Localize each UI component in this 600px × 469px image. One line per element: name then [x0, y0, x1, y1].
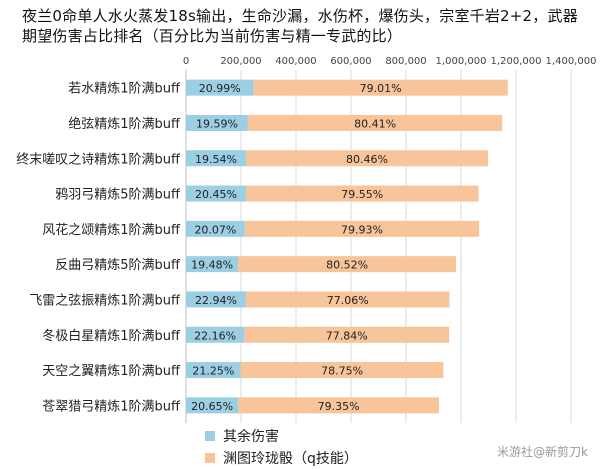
watermark: 米游社@新剪刀k	[497, 445, 588, 459]
data-label-skill: 80.41%	[354, 117, 396, 130]
bar-segment-skill	[244, 326, 450, 343]
bar-segment-other	[186, 291, 246, 308]
legend-swatch-other	[205, 431, 215, 441]
data-label-other: 22.94%	[195, 294, 237, 307]
bar-segment-other	[186, 326, 245, 343]
legend-item-other: 其余伤害	[205, 425, 358, 447]
legend-label-skill: 渊图玲珑骰（q技能）	[223, 451, 358, 467]
data-label-skill: 80.46%	[346, 153, 388, 166]
category-label: 苍翠猎弓精炼1阶满buff	[42, 399, 181, 414]
data-label-skill: 79.35%	[318, 400, 360, 413]
category-label: 反曲弓精炼5阶满buff	[55, 258, 181, 273]
category-label: 绝弦精炼1阶满buff	[68, 116, 181, 132]
x-tick-label: 0	[183, 56, 189, 67]
legend-swatch-skill	[205, 453, 215, 463]
data-label-skill: 80.52%	[326, 259, 368, 272]
data-label-skill: 79.55%	[341, 188, 383, 201]
category-label: 飞雷之弦振精炼1阶满buff	[29, 292, 181, 308]
bar-segment-skill	[245, 185, 479, 202]
bar-segment-skill	[253, 79, 508, 96]
legend-item-skill: 渊图玲珑骰（q技能）	[205, 447, 358, 469]
x-tick-label: 400,000	[275, 56, 316, 67]
data-label-other: 21.25%	[192, 365, 234, 378]
category-label: 风花之颂精炼1阶满buff	[42, 222, 181, 238]
bar-segment-other	[186, 150, 246, 167]
bar-segment-other	[186, 362, 241, 379]
x-tick-label: 600,000	[330, 56, 371, 67]
x-tick-label: 800,000	[385, 56, 426, 67]
data-label-other: 20.65%	[191, 400, 233, 413]
data-label-other: 20.07%	[194, 223, 236, 236]
x-tick-label: 1,000,000	[436, 56, 487, 67]
legend: 其余伤害 渊图玲珑骰（q技能）	[205, 425, 358, 469]
bar-segment-other	[186, 256, 239, 273]
data-label-skill: 79.93%	[341, 223, 383, 236]
data-label-skill: 77.84%	[326, 329, 368, 342]
category-label: 鸦羽弓精炼5阶满buff	[55, 187, 181, 203]
data-label-other: 20.45%	[195, 188, 237, 201]
category-label: 若水精炼1阶满buff	[68, 81, 181, 97]
bar-segment-skill	[247, 114, 503, 131]
bar-segment-skill	[238, 397, 439, 414]
category-label: 天空之翼精炼1阶满buff	[42, 364, 181, 379]
bar-segment-skill	[240, 362, 444, 379]
x-tick-label: 1,200,000	[491, 56, 542, 67]
bar-segment-other	[186, 79, 254, 96]
data-label-skill: 77.06%	[327, 294, 369, 307]
x-tick-label: 200,000	[220, 56, 261, 67]
data-label-other: 22.16%	[194, 329, 236, 342]
data-label-other: 20.99%	[199, 82, 241, 95]
chart-title: 夜兰0命单人水火蒸发18s输出，生命沙漏，水伤杯，爆伤头，宗室千岩2+2，武器期…	[22, 7, 578, 45]
data-label-other: 19.54%	[195, 153, 237, 166]
bar-segment-other	[186, 114, 248, 131]
legend-label-other: 其余伤害	[223, 429, 279, 445]
bar-segment-other	[186, 220, 245, 237]
data-label-skill: 79.01%	[360, 82, 402, 95]
bar-segment-skill	[245, 291, 450, 308]
data-label-other: 19.48%	[191, 259, 233, 272]
data-label-other: 19.59%	[196, 117, 238, 130]
category-label: 终末嗟叹之诗精炼1阶满buff	[16, 151, 181, 167]
bar-segment-skill	[244, 220, 480, 237]
bar-segment-skill	[245, 150, 488, 167]
data-label-skill: 78.75%	[321, 365, 363, 378]
bar-segment-other	[186, 185, 246, 202]
bar-segment-other	[186, 397, 239, 414]
bar-segment-skill	[238, 256, 457, 273]
category-label: 冬极白星精炼1阶满buff	[42, 328, 181, 344]
x-tick-label: 1,400,000	[546, 56, 597, 67]
